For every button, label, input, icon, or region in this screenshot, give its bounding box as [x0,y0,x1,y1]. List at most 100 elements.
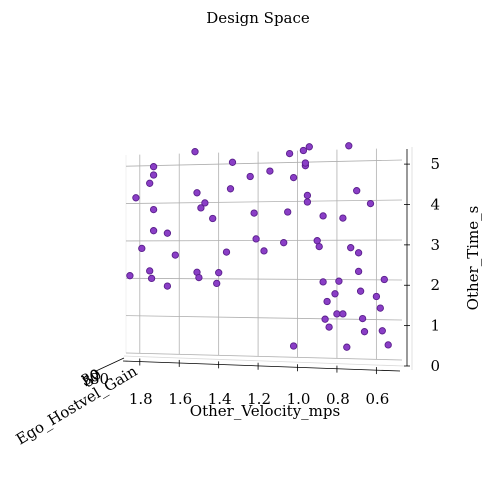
data-point [191,148,199,156]
data-point [285,149,294,158]
grid [125,148,403,361]
data-point [366,199,375,208]
data-point [163,229,172,237]
data-point [266,167,274,175]
z-tick-label: 5 [430,155,440,173]
data-point [378,327,386,335]
x-tick-label: 1.4 [208,390,232,408]
y-tick-clutter: γ0 3 30 50 [78,365,109,391]
data-point [313,237,321,245]
data-point [303,191,312,200]
x-axis-line [122,360,401,372]
data-point [284,208,292,216]
data-point [323,297,331,306]
data-point [193,189,201,197]
data-point [250,209,258,217]
data-point [331,290,339,298]
grid-line-horizontal [125,277,403,281]
data-point [163,282,172,290]
data-point [356,287,365,295]
data-point [197,204,205,212]
data-point [321,315,329,323]
data-point [222,248,231,256]
data-point [226,185,235,193]
data-point [138,244,146,253]
data-point [260,247,268,255]
x-tick-label: 0.8 [326,390,350,408]
data-point [289,342,298,350]
data-point [149,171,158,179]
data-point [303,198,312,206]
data-point [358,314,367,323]
grid-line-horizontal [125,199,403,204]
grid-line-horizontal [125,159,403,167]
data-point [339,310,347,318]
data-point [354,267,363,276]
data-point [319,212,327,220]
data-point [372,292,381,301]
x-tick-label: 1.2 [247,390,271,408]
data-point [315,242,323,251]
x-tick-label: 1.8 [129,390,153,408]
x-tick-label: 0.6 [365,390,389,408]
x-back-pane [125,155,403,361]
data-point [353,187,361,195]
x-axis-pane-edge [123,355,405,367]
grid-line-horizontal [125,352,403,361]
data-point [345,142,353,150]
data-point [347,244,355,252]
x-axis: 1.8 1.6 1.4 1.2 1.0 0.8 0.6 [122,355,405,408]
y-axis-label: Ego_Hostvel_Gain [13,362,141,449]
data-point [280,239,288,247]
data-point [343,343,351,351]
data-point [146,267,154,275]
data-point [209,214,217,223]
data-point [319,278,327,286]
data-point [246,172,254,181]
grid-line-horizontal [125,239,403,242]
data-point [146,179,154,187]
z-tick-label: 2 [430,276,440,294]
y-axis-line [95,357,125,372]
data-point [354,249,363,257]
data-point [299,146,308,155]
x-tick-label: 1.6 [168,390,192,408]
data-point [301,159,310,167]
z-tick-label: 4 [430,195,440,213]
data-point [228,158,237,166]
z-tick-label: 1 [430,317,440,335]
data-point [376,304,384,312]
data-points [126,142,392,351]
data-point [149,227,158,235]
data-point [339,214,347,222]
data-point [149,205,158,214]
data-point [289,173,298,182]
data-point [335,277,343,285]
x-tick-label: 1.0 [287,390,311,408]
data-point [384,341,392,349]
data-point [305,143,313,151]
grid-line-horizontal [125,315,403,321]
chart-title: Design Space [206,9,310,27]
z-tick-label: 3 [430,236,440,254]
data-point [126,272,134,280]
data-point [171,251,179,259]
overlapping-tick-glyphs: 30 [90,370,109,388]
data-point [195,273,203,282]
data-point [333,310,341,318]
data-point [215,269,223,277]
data-point [252,235,260,243]
data-point [380,275,388,284]
data-point [201,199,209,207]
data-point [147,274,156,283]
data-point [325,323,333,331]
overlapping-tick-glyphs: γ0 [79,366,101,387]
x-axis-label: Other_Velocity_mps [190,402,340,420]
data-point [149,163,158,171]
data-point [213,279,221,288]
z-axis: 0 1 2 3 4 5 [404,147,440,375]
z-axis-label: Other_Time_s [464,206,482,311]
data-point [360,328,369,336]
z-tick-label: 0 [430,357,440,375]
